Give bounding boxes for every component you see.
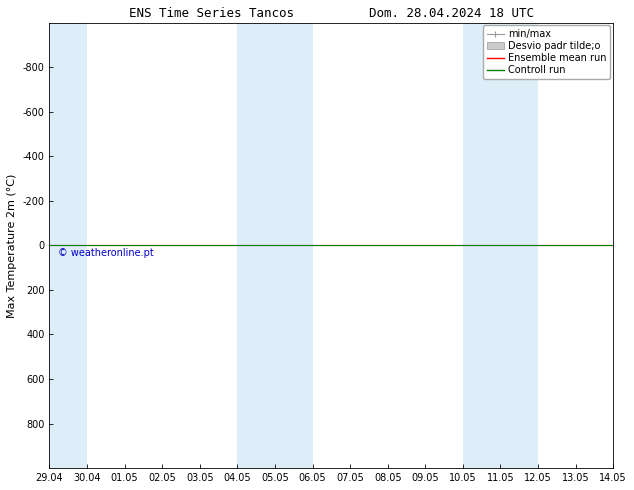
Bar [463,23,538,468]
Title: ENS Time Series Tancos          Dom. 28.04.2024 18 UTC: ENS Time Series Tancos Dom. 28.04.2024 1… [129,7,534,20]
Bar [49,23,87,468]
Legend: min/max, Desvio padr tilde;o, Ensemble mean run, Controll run: min/max, Desvio padr tilde;o, Ensemble m… [482,25,611,79]
Y-axis label: Max Temperature 2m (°C): Max Temperature 2m (°C) [7,173,17,318]
Bar [237,23,313,468]
Text: © weatheronline.pt: © weatheronline.pt [58,247,153,258]
